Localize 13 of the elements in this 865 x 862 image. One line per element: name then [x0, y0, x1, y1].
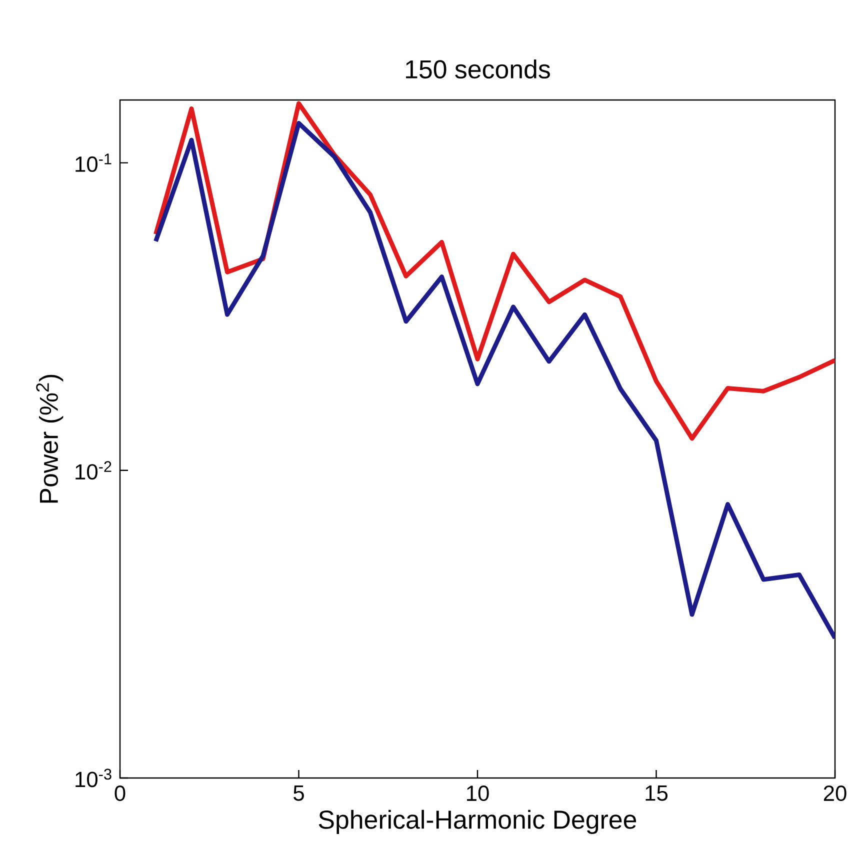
- x-axis-title: Spherical-Harmonic Degree: [318, 810, 636, 834]
- line-series: [154, 120, 836, 640]
- x-tick-label: 20: [824, 786, 846, 802]
- x-tick-label: 0: [114, 786, 126, 802]
- x-tick-label: 15: [646, 786, 668, 801]
- line-series: [154, 101, 836, 441]
- x-tick-label: 5: [294, 786, 304, 801]
- chart-title: 150 seconds: [406, 60, 550, 79]
- y-tick-label: 10$^{-1}$: [76, 154, 112, 172]
- y-axis-title: Power (%$^{2}$): [36, 374, 64, 503]
- x-tick-label: 10: [466, 786, 489, 802]
- y-tick-label: 10$^{-2}$: [76, 461, 112, 480]
- y-tick-label: 10$^{-3}$: [76, 768, 112, 788]
